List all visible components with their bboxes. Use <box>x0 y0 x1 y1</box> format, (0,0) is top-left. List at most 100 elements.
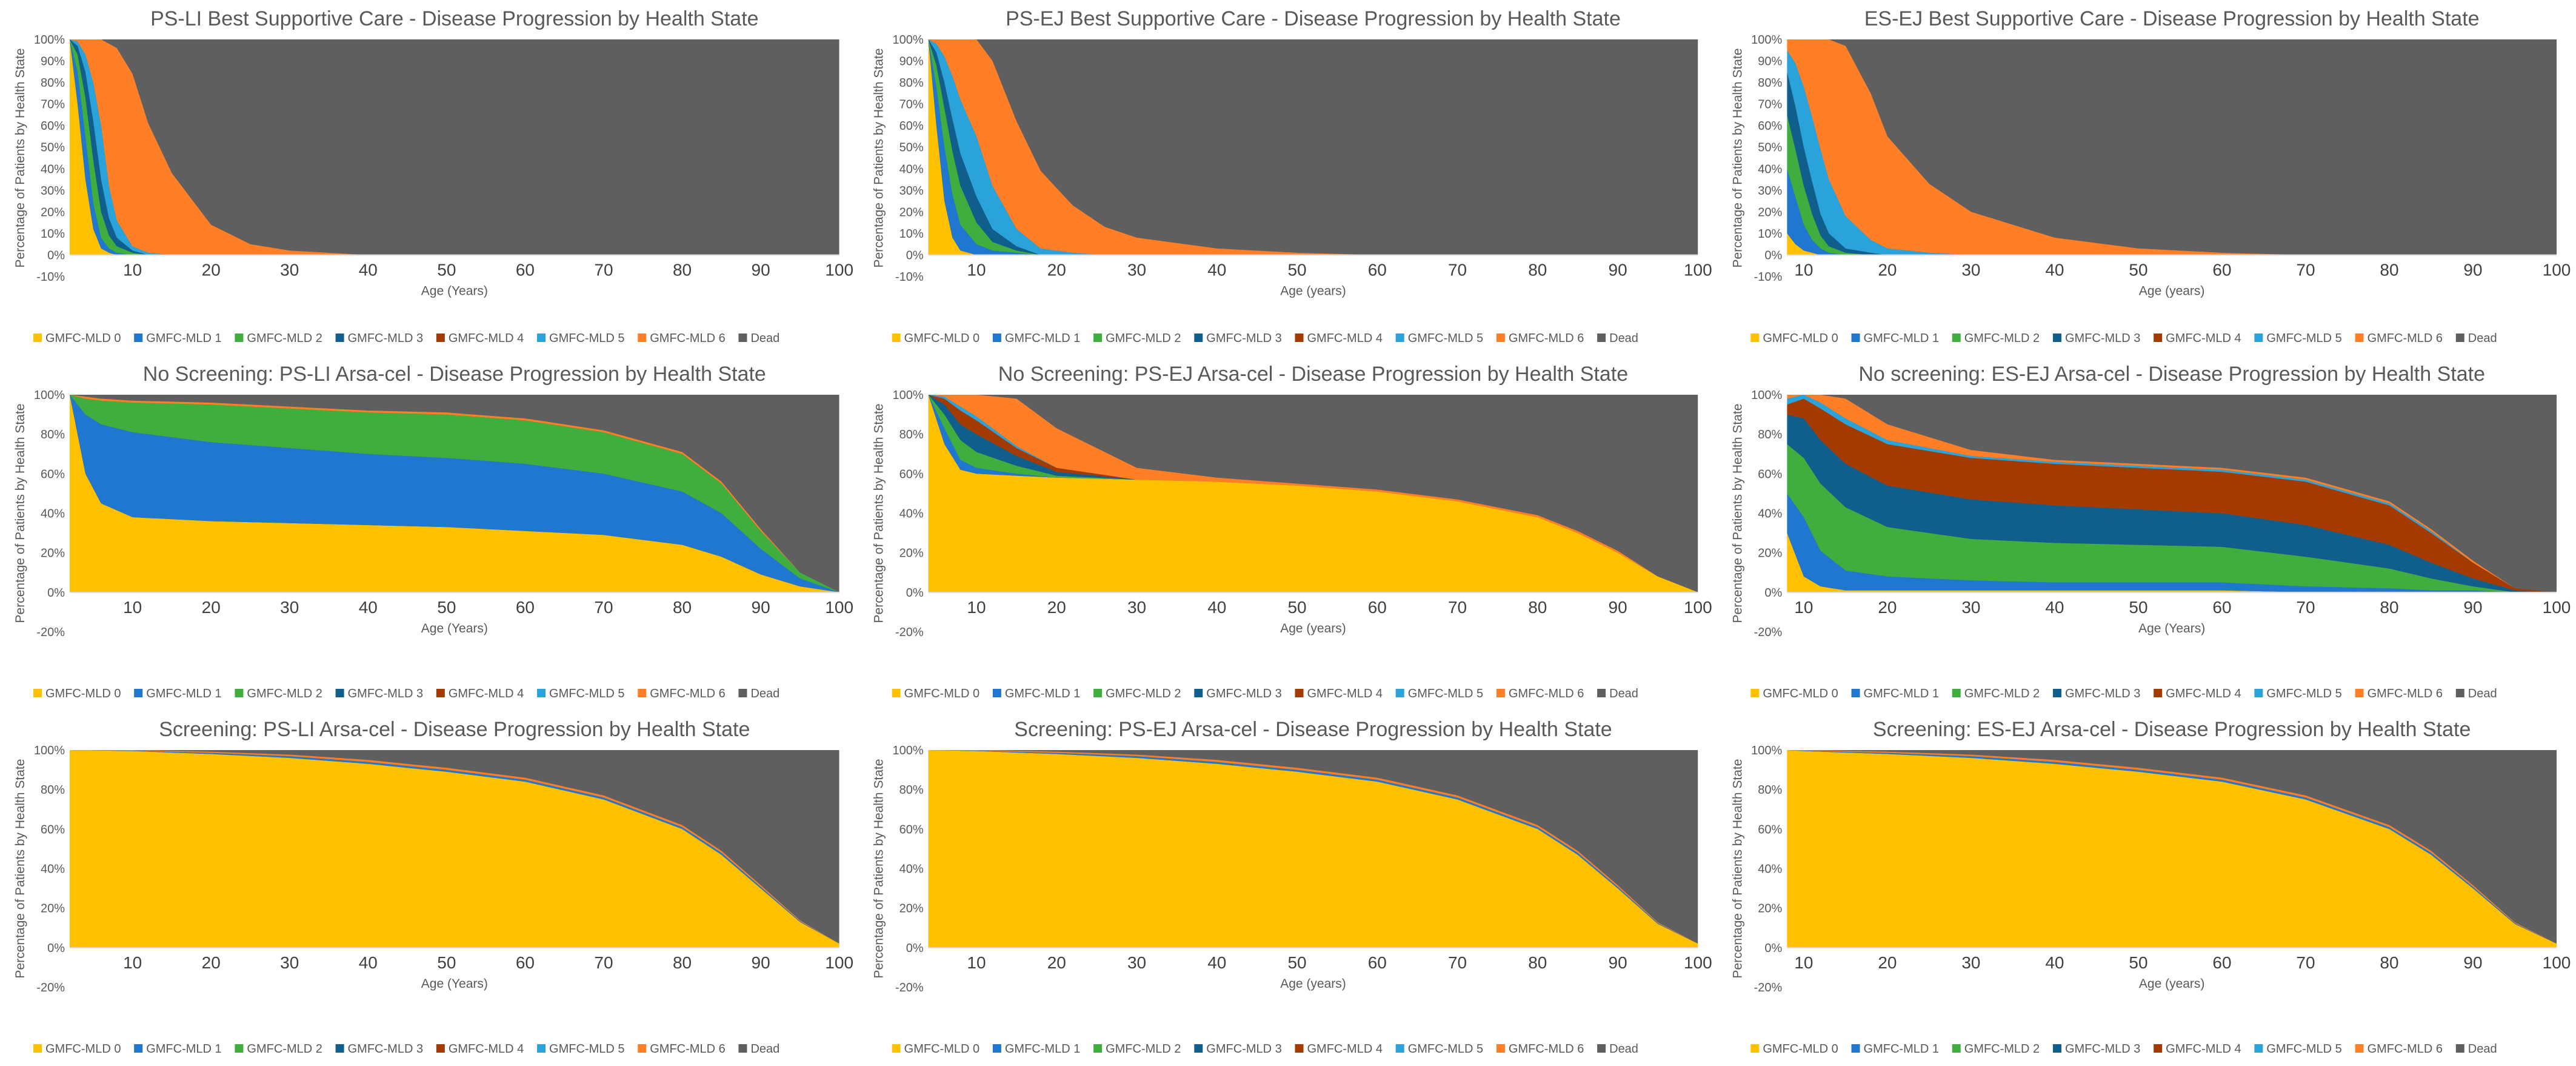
x-tick-label: 100 <box>2543 260 2571 279</box>
legend-label: GMFC-MLD 4 <box>1307 332 1383 345</box>
legend-item: GMFC-MLD 4 <box>1295 332 1383 345</box>
x-tick-label: 90 <box>752 953 770 972</box>
x-tick-label: 70 <box>1448 953 1467 972</box>
legend-item: GMFC-MLD 2 <box>235 332 322 345</box>
y-tick-label: 70% <box>41 98 65 112</box>
y-tick-label: 30% <box>41 184 65 198</box>
x-tick-label: 90 <box>752 260 770 279</box>
legend-label: GMFC-MLD 0 <box>45 332 121 345</box>
area-gmfc-mld-1 <box>1787 493 2557 592</box>
legend-swatch <box>1093 689 1103 697</box>
legend-label: GMFC-MLD 6 <box>2367 332 2443 345</box>
area-layer <box>1787 395 2557 592</box>
legend-item: GMFC-MLD 4 <box>2154 687 2241 700</box>
area-layer <box>70 750 839 948</box>
x-tick-label: 100 <box>825 953 853 972</box>
legend-swatch <box>2455 689 2464 697</box>
x-tick-label: 80 <box>1528 953 1547 972</box>
chart-panel-1: PS-LI Best Supportive Care - Disease Pro… <box>13 7 853 345</box>
y-tick-label: 100% <box>893 744 924 757</box>
legend-item: GMFC-MLD 0 <box>892 1042 979 1056</box>
legend-item: Dead <box>738 1042 779 1056</box>
area-gmfc-mld-5 <box>70 39 172 255</box>
x-axis-title: Age (Years) <box>421 977 488 991</box>
y-tick-label: 0% <box>1764 586 1782 600</box>
y-tick-label: 10% <box>899 227 924 241</box>
area-gmfc-mld-0 <box>928 750 1698 948</box>
legend-item: GMFC-MLD 6 <box>1496 687 1584 700</box>
x-tick-label: 90 <box>2463 260 2482 279</box>
legend-label: GMFC-MLD 1 <box>1005 1042 1080 1056</box>
x-tick-label: 20 <box>202 598 221 617</box>
y-tick-label: 80% <box>899 428 924 441</box>
x-tick-label: 10 <box>1794 598 1813 617</box>
legend-swatch <box>33 1044 42 1053</box>
chart-panel-7: Screening: PS-LI Arsa-cel - Disease Prog… <box>13 718 853 1056</box>
y-tick-label: 0% <box>47 942 65 955</box>
y-tick-label: 20% <box>41 206 65 219</box>
legend-item: GMFC-MLD 4 <box>1295 1042 1383 1056</box>
x-tick-label: 80 <box>2380 260 2398 279</box>
x-tick-label: 50 <box>1287 953 1306 972</box>
y-tick-label: 40% <box>1758 163 1782 176</box>
legend-item: GMFC-MLD 6 <box>2355 687 2443 700</box>
area-gmfc-mld-1 <box>70 395 839 592</box>
legend-label: Dead <box>750 332 779 345</box>
legend-label: GMFC-MLD 2 <box>1106 1042 1181 1056</box>
legend-item: GMFC-MLD 0 <box>33 332 121 345</box>
y-tick-label: 80% <box>1758 76 1782 90</box>
x-tick-label: 60 <box>1368 260 1387 279</box>
legend-label: GMFC-MLD 5 <box>1408 332 1483 345</box>
legend-item: Dead <box>1597 687 1638 700</box>
area-gmfc-mld-0 <box>1787 233 1821 255</box>
legend-label: GMFC-MLD 1 <box>1005 687 1080 700</box>
x-tick-label: 60 <box>2212 260 2231 279</box>
legend-item: GMFC-MLD 2 <box>1952 687 2040 700</box>
legend-swatch <box>2052 689 2061 697</box>
legend-item: GMFC-MLD 5 <box>2254 687 2342 700</box>
y-axis-title: Percentage of Patients by Health State <box>1730 404 1744 623</box>
area-gmfc-mld-3 <box>1787 414 2557 592</box>
legend-label: GMFC-MLD 5 <box>549 687 624 700</box>
x-tick-label: 80 <box>673 260 692 279</box>
legend-swatch <box>892 334 901 342</box>
x-tick-label: 80 <box>673 953 692 972</box>
x-tick-label: 100 <box>825 598 853 617</box>
legend-swatch <box>2254 334 2263 342</box>
legend-swatch <box>638 689 647 697</box>
y-tick-label: 100% <box>893 389 924 402</box>
x-tick-label: 50 <box>437 953 456 972</box>
legend-item: GMFC-MLD 1 <box>992 1042 1080 1056</box>
x-tick-label: 80 <box>2380 953 2398 972</box>
chart-title: No Screening: PS-LI Arsa-cel - Disease P… <box>143 363 766 386</box>
legend-item: GMFC-MLD 0 <box>1750 332 1838 345</box>
area-gmfc-mld-2 <box>70 39 148 255</box>
y-tick-label: 0% <box>47 249 65 262</box>
y-tick-label: 90% <box>1758 55 1782 69</box>
y-tick-label: 60% <box>41 823 65 836</box>
legend-swatch <box>335 334 344 342</box>
x-tick-label: 40 <box>1207 598 1226 617</box>
legend-label: GMFC-MLD 5 <box>549 1042 624 1056</box>
legend-swatch <box>992 689 1001 697</box>
legend-label: GMFC-MLD 1 <box>146 332 221 345</box>
legend-swatch <box>1851 334 1860 342</box>
chart-title: No Screening: PS-EJ Arsa-cel - Disease P… <box>998 363 1628 386</box>
x-tick-label: 70 <box>1448 260 1467 279</box>
legend-swatch <box>2154 334 2163 342</box>
y-axis-title: Percentage of Patients by Health State <box>872 49 886 268</box>
legend-swatch <box>537 334 546 342</box>
x-tick-label: 70 <box>594 953 613 972</box>
legend-swatch <box>2355 334 2364 342</box>
legend-item: GMFC-MLD 6 <box>1496 332 1584 345</box>
x-axis-title: Age (Years) <box>421 284 488 298</box>
y-tick-label: 40% <box>1758 863 1782 876</box>
x-tick-label: 70 <box>2296 260 2315 279</box>
legend-item: GMFC-MLD 6 <box>638 332 726 345</box>
legend-item: GMFC-MLD 2 <box>1952 332 2040 345</box>
x-tick-label: 100 <box>1684 953 1712 972</box>
chart-panel-5: No Screening: PS-EJ Arsa-cel - Disease P… <box>872 363 1712 700</box>
y-tick-label: 100% <box>1751 389 1782 402</box>
legend-label: GMFC-MLD 0 <box>1763 332 1838 345</box>
y-axis-title: Percentage of Patients by Health State <box>13 49 27 268</box>
